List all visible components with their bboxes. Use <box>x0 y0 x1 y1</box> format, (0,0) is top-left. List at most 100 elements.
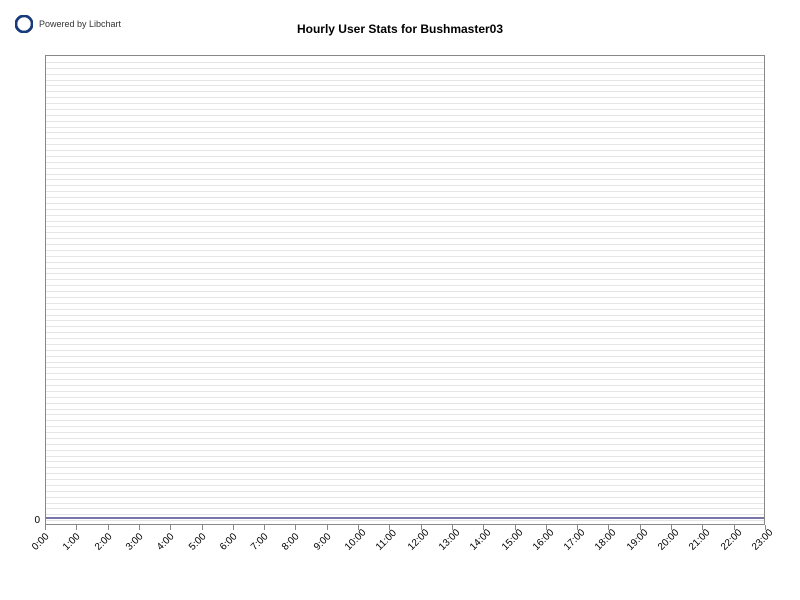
x-axis-label: 14:00 <box>468 527 493 552</box>
gridline <box>46 473 764 474</box>
gridline <box>46 62 764 63</box>
x-axis-tick <box>765 525 766 530</box>
x-axis-tick <box>295 525 296 530</box>
x-axis-label: 10:00 <box>343 527 368 552</box>
gridline <box>46 162 764 163</box>
gridline <box>46 438 764 439</box>
x-axis-label: 1:00 <box>61 531 83 553</box>
gridline <box>46 174 764 175</box>
gridline <box>46 508 764 509</box>
x-axis-tick <box>233 525 234 530</box>
logo-text: Powered by Libchart <box>39 19 121 30</box>
y-axis-label: 0 <box>10 515 40 526</box>
gridline <box>46 356 764 357</box>
gridline <box>46 297 764 298</box>
x-axis-label: 5:00 <box>187 531 209 553</box>
gridline <box>46 303 764 304</box>
gridline <box>46 414 764 415</box>
gridline <box>46 362 764 363</box>
x-axis-tick <box>139 525 140 530</box>
gridline <box>46 109 764 110</box>
gridline <box>46 115 764 116</box>
gridline <box>46 203 764 204</box>
gridline <box>46 497 764 498</box>
gridlines <box>46 56 764 524</box>
x-axis-label: 17:00 <box>562 527 587 552</box>
gridline <box>46 191 764 192</box>
x-axis-tick <box>577 525 578 530</box>
gridline <box>46 262 764 263</box>
gridline <box>46 215 764 216</box>
gridline <box>46 479 764 480</box>
gridline <box>46 168 764 169</box>
x-axis-label: 23:00 <box>750 527 775 552</box>
x-axis-label: 15:00 <box>500 527 525 552</box>
x-axis-label: 18:00 <box>593 527 618 552</box>
x-axis-label: 7:00 <box>249 531 271 553</box>
x-axis-label: 21:00 <box>687 527 712 552</box>
gridline <box>46 520 764 521</box>
x-axis-tick <box>327 525 328 530</box>
gridline <box>46 256 764 257</box>
gridline <box>46 456 764 457</box>
x-axis-label: 22:00 <box>719 527 744 552</box>
gridline <box>46 68 764 69</box>
x-axis-tick <box>608 525 609 530</box>
x-axis-tick <box>389 525 390 530</box>
x-axis-label: 4:00 <box>155 531 177 553</box>
x-axis-label: 19:00 <box>625 527 650 552</box>
gridline <box>46 503 764 504</box>
gridline <box>46 385 764 386</box>
gridline <box>46 144 764 145</box>
gridline <box>46 461 764 462</box>
gridline <box>46 491 764 492</box>
gridline <box>46 232 764 233</box>
chart-baseline <box>46 517 764 519</box>
x-axis-labels: 0:001:002:003:004:005:006:007:008:009:00… <box>45 530 765 590</box>
gridline <box>46 291 764 292</box>
x-axis-label: 3:00 <box>124 531 146 553</box>
x-axis-label: 6:00 <box>218 531 240 553</box>
x-axis-tick <box>546 525 547 530</box>
x-axis-tick <box>45 525 46 530</box>
x-axis-tick <box>734 525 735 530</box>
gridline <box>46 467 764 468</box>
gridline <box>46 514 764 515</box>
gridline <box>46 209 764 210</box>
gridline <box>46 403 764 404</box>
x-axis-tick <box>702 525 703 530</box>
gridline <box>46 85 764 86</box>
x-axis-tick <box>671 525 672 530</box>
x-axis-label: 16:00 <box>531 527 556 552</box>
gridline <box>46 450 764 451</box>
x-axis-tick <box>515 525 516 530</box>
gridline <box>46 444 764 445</box>
gridline <box>46 350 764 351</box>
gridline <box>46 185 764 186</box>
x-axis-label: 11:00 <box>374 528 399 553</box>
gridline <box>46 127 764 128</box>
gridline <box>46 250 764 251</box>
gridline <box>46 367 764 368</box>
gridline <box>46 379 764 380</box>
gridline <box>46 179 764 180</box>
x-axis-tick <box>76 525 77 530</box>
x-axis-label: 8:00 <box>280 531 302 553</box>
gridline <box>46 268 764 269</box>
gridline <box>46 397 764 398</box>
libchart-logo-icon <box>15 15 33 33</box>
gridline <box>46 138 764 139</box>
gridline <box>46 338 764 339</box>
gridline <box>46 391 764 392</box>
gridline <box>46 426 764 427</box>
gridline <box>46 226 764 227</box>
gridline <box>46 432 764 433</box>
gridline <box>46 315 764 316</box>
gridline <box>46 238 764 239</box>
gridline <box>46 221 764 222</box>
x-axis-label: 12:00 <box>406 527 431 552</box>
gridline <box>46 344 764 345</box>
gridline <box>46 273 764 274</box>
logo-container: Powered by Libchart <box>15 15 121 33</box>
x-axis-tick <box>421 525 422 530</box>
